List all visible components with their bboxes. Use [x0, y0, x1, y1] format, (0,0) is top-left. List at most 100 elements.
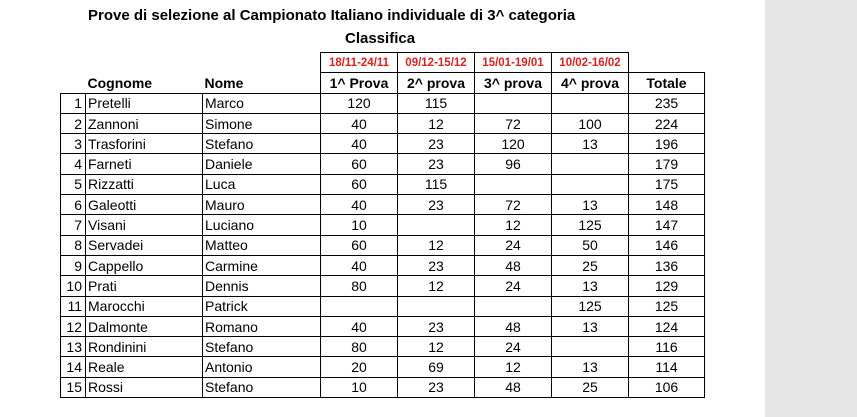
rank-cell: 1	[60, 92, 86, 114]
cognome-cell: Rossi	[85, 376, 203, 399]
totale-cell: 148	[628, 194, 705, 216]
rank-cell: 11	[60, 295, 86, 317]
table-row: 13 Rondinini Stefano 80 12 24 116	[60, 336, 705, 358]
prova-3-cell: 48	[474, 254, 552, 277]
prova-2-cell: 23	[397, 133, 475, 155]
prova-1-cell: 60	[320, 153, 398, 175]
prova-1-cell: 10	[320, 214, 398, 236]
cognome-cell: Rizzatti	[85, 173, 203, 196]
prova-1-cell: 80	[320, 275, 398, 297]
prova-1-cell: 60	[320, 173, 398, 196]
totale-cell: 114	[628, 356, 705, 378]
totale-cell: 124	[628, 315, 705, 338]
cognome-cell: Galeotti	[85, 194, 203, 216]
nome-cell: Patrick	[202, 295, 321, 317]
prova-2-cell: 23	[397, 376, 475, 399]
col-header-prova-1: 1^ Prova	[320, 72, 398, 94]
prova-4-cell	[551, 336, 629, 358]
totale-cell: 116	[628, 336, 705, 358]
prova-4-cell: 100	[551, 112, 629, 135]
col-header-prova-3: 3^ prova	[474, 72, 552, 94]
prova-2-cell: 12	[397, 275, 475, 297]
col-header-cognome: Cognome	[87, 74, 153, 91]
prova-3-cell	[474, 295, 552, 317]
ranking-table: 18/11-24/11 09/12-15/12 15/01-19/01 10/0…	[60, 51, 705, 399]
table-row: 10 Prati Dennis 80 12 24 13 129	[60, 275, 705, 297]
prova-4-cell: 50	[551, 234, 629, 256]
nome-cell: Luciano	[202, 214, 321, 236]
nome-cell: Daniele	[202, 153, 321, 175]
prova-1-cell: 40	[320, 315, 398, 338]
prova-3-cell	[474, 173, 552, 196]
rank-cell: 9	[60, 254, 86, 277]
period-1: 18/11-24/11	[320, 51, 398, 73]
table-row: 5 Rizzatti Luca 60 115 175	[60, 173, 705, 196]
prova-3-cell: 72	[474, 112, 552, 135]
prova-1-cell: 40	[320, 194, 398, 216]
period-3: 15/01-19/01	[474, 51, 552, 73]
prova-3-cell: 24	[474, 336, 552, 358]
rank-cell: 5	[60, 173, 86, 196]
table-row: 6 Galeotti Mauro 40 23 72 13 148	[60, 194, 705, 216]
col-header-prova-2: 2^ prova	[397, 72, 475, 94]
rank-cell: 15	[60, 376, 86, 399]
period-row: 18/11-24/11 09/12-15/12 15/01-19/01 10/0…	[61, 51, 705, 73]
nome-cell: Mauro	[202, 194, 321, 216]
prova-4-cell: 125	[551, 295, 629, 317]
prova-2-cell: 23	[397, 194, 475, 216]
cognome-cell: Prati	[85, 275, 203, 297]
table-row: 8 Servadei Matteo 60 12 24 50 146	[60, 234, 705, 256]
page-subtitle: Classifica	[345, 30, 416, 47]
rank-cell: 8	[60, 234, 86, 256]
cognome-cell: Zannoni	[85, 112, 203, 135]
cognome-cell: Dalmonte	[85, 315, 203, 338]
table-row: 12 Dalmonte Romano 40 23 48 13 124	[60, 315, 705, 338]
prova-3-cell: 12	[474, 356, 552, 378]
nome-cell: Stefano	[202, 336, 321, 358]
prova-3-cell: 96	[474, 153, 552, 175]
nome-cell: Luca	[202, 173, 321, 196]
totale-cell: 224	[628, 112, 705, 135]
cognome-cell: Farneti	[85, 153, 203, 175]
rank-cell: 12	[60, 315, 86, 338]
prova-2-cell	[397, 295, 475, 317]
prova-2-cell: 12	[397, 234, 475, 256]
nome-cell: Matteo	[202, 234, 321, 256]
rank-cell: 6	[60, 194, 86, 216]
prova-2-cell: 12	[397, 336, 475, 358]
totale-cell: 196	[628, 133, 705, 155]
prova-4-cell: 25	[551, 376, 629, 399]
prova-3-cell: 24	[474, 275, 552, 297]
prova-2-cell: 115	[397, 173, 475, 196]
totale-cell: 146	[628, 234, 705, 256]
period-2: 09/12-15/12	[397, 51, 475, 73]
nome-cell: Romano	[202, 315, 321, 338]
prova-4-cell: 13	[551, 133, 629, 155]
totale-cell: 147	[628, 214, 705, 236]
table-row: 3 Trasforini Stefano 40 23 120 13 196	[60, 133, 705, 155]
prova-1-cell: 10	[320, 376, 398, 399]
prova-4-cell: 13	[551, 356, 629, 378]
prova-1-cell: 60	[320, 234, 398, 256]
table-row: 1 Pretelli Marco 120 115 235	[60, 92, 705, 114]
totale-cell: 125	[628, 295, 705, 317]
prova-4-cell	[551, 153, 629, 175]
prova-3-cell: 120	[474, 133, 552, 155]
cognome-cell: Trasforini	[85, 133, 203, 155]
totale-cell: 235	[628, 92, 705, 114]
prova-3-cell: 48	[474, 376, 552, 399]
page-title: Prove di selezione al Campionato Italian…	[88, 7, 576, 24]
nome-cell: Antonio	[202, 356, 321, 378]
cognome-cell: Cappello	[85, 254, 203, 277]
nome-cell: Carmine	[202, 254, 321, 277]
col-header-prova-4: 4^ prova	[551, 72, 629, 94]
rank-cell: 7	[60, 214, 86, 236]
nome-cell: Stefano	[202, 133, 321, 155]
prova-1-cell: 80	[320, 336, 398, 358]
prova-2-cell: 23	[397, 153, 475, 175]
prova-1-cell	[320, 295, 398, 317]
totale-cell: 179	[628, 153, 705, 175]
prova-3-cell: 12	[474, 214, 552, 236]
prova-1-cell: 40	[320, 112, 398, 135]
col-header-nome: Nome	[204, 74, 244, 91]
